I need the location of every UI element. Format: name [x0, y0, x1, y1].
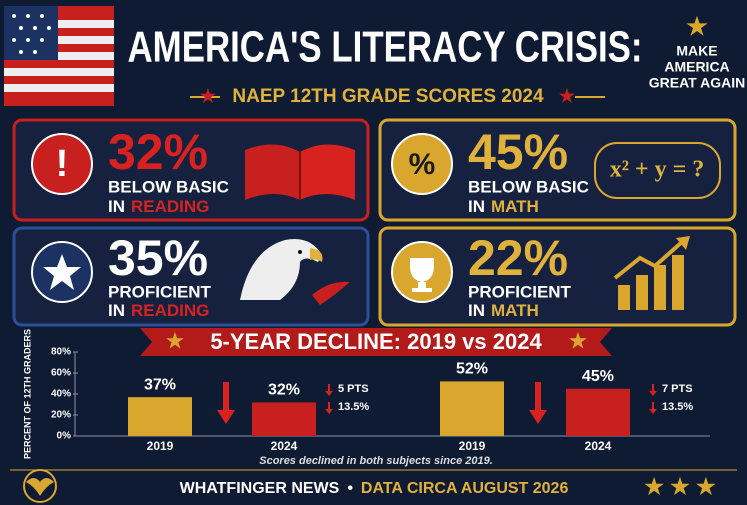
card-line: IN READING	[108, 197, 209, 216]
star: ★	[559, 86, 576, 106]
star: ★	[686, 13, 708, 40]
y-tick-label: 80%	[51, 347, 71, 358]
star: ★	[200, 86, 217, 106]
stars: ★ ★ ★	[644, 474, 716, 499]
decline-arrow	[217, 382, 235, 424]
book-icon	[245, 144, 355, 200]
prefix: IN	[468, 301, 485, 320]
value-label: 32%	[268, 382, 300, 399]
equation: x² + y = ?	[610, 157, 705, 183]
y-tick-label: 20%	[51, 410, 71, 421]
card-line: IN MATH	[468, 197, 539, 216]
emblem-eagle	[26, 478, 54, 496]
y-tick-label: 60%	[51, 368, 71, 379]
prefix: IN	[108, 301, 125, 320]
x-tick-label: 2019	[459, 439, 486, 453]
card-line: PROFICIENT	[108, 282, 212, 301]
annotation: 7 PTS	[662, 383, 693, 395]
card-stat: 45%	[468, 124, 568, 180]
badge-line: GREAT AGAIN	[649, 75, 745, 91]
value-label: 37%	[144, 376, 176, 393]
annotation: 13.5%	[662, 401, 693, 413]
trophy-icon	[410, 258, 434, 292]
down-arrow	[325, 402, 333, 414]
title: AMERICA'S LITERACY CRISIS:	[128, 23, 643, 72]
banner	[140, 328, 612, 356]
y-axis-label: PERCENT OF 12TH GRADERS	[22, 329, 32, 459]
down-arrow	[649, 402, 657, 414]
card-line: PROFICIENT	[468, 282, 572, 301]
subtitle: NAEP 12TH GRADE SCORES 2024	[232, 86, 544, 107]
flag	[4, 6, 114, 106]
bar	[128, 397, 192, 436]
card-icon: %	[409, 148, 436, 181]
badge-line: AMERICA	[664, 59, 729, 75]
x-tick-label: 2024	[271, 439, 298, 453]
growth-icon	[613, 236, 690, 310]
down-arrow	[649, 384, 657, 396]
card-stat: 32%	[108, 124, 208, 180]
equation-box	[594, 142, 721, 199]
star-icon	[43, 254, 81, 290]
star: ★	[569, 330, 587, 352]
subject: READING	[131, 197, 209, 216]
date: DATA CIRCA AUGUST 2026	[361, 480, 569, 497]
card-line: IN MATH	[468, 301, 539, 320]
prefix: IN	[108, 197, 125, 216]
decline-arrow	[529, 382, 547, 424]
card	[12, 118, 370, 222]
card-stat: 35%	[108, 230, 208, 286]
icon-circle	[391, 133, 453, 195]
star: ★	[166, 330, 184, 352]
subject: MATH	[491, 197, 539, 216]
subject: MATH	[491, 301, 539, 320]
x-tick-label: 2019	[147, 439, 174, 453]
emblem	[23, 469, 57, 503]
badge-line: MAKE	[676, 43, 717, 59]
card	[378, 118, 737, 222]
y-tick-label: 40%	[51, 389, 71, 400]
card-line: IN READING	[108, 301, 209, 320]
annotation: 5 PTS	[338, 383, 369, 395]
eagle-icon	[240, 239, 350, 305]
bar	[252, 402, 316, 436]
icon-circle	[31, 133, 93, 195]
y-tick-label: 0%	[57, 431, 72, 442]
card-icon: !	[56, 143, 69, 185]
subject: READING	[131, 301, 209, 320]
prefix: IN	[468, 197, 485, 216]
down-arrow	[325, 384, 333, 396]
card-line: BELOW BASIC	[108, 177, 229, 196]
bar	[566, 388, 630, 436]
separator: •	[347, 480, 353, 497]
chart-title: 5-YEAR DECLINE: 2019 vs 2024	[210, 329, 542, 354]
value-label: 52%	[456, 361, 488, 378]
source: WHATFINGER NEWS	[180, 480, 340, 497]
card-line: BELOW BASIC	[468, 177, 589, 196]
footer-text: WHATFINGER NEWS • DATA CIRCA AUGUST 2026	[180, 480, 569, 497]
annotation: 13.5%	[338, 401, 369, 413]
chart-note: Scores declined in both subjects since 2…	[259, 455, 493, 467]
value-label: 45%	[582, 368, 614, 385]
x-tick-label: 2024	[585, 439, 612, 453]
card-stat: 22%	[468, 230, 568, 286]
bar	[440, 381, 504, 436]
